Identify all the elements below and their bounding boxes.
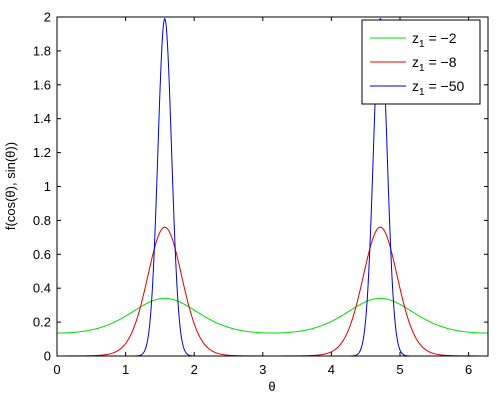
x-axis-title: θ <box>268 379 275 394</box>
y-axis-title: f(cos(θ), sin(θ)) <box>3 142 18 230</box>
legend-entry: z1 = −50 <box>412 78 464 98</box>
x-tick-label: 2 <box>191 362 198 377</box>
legend-entry-value: = −2 <box>425 30 457 46</box>
x-tick-label: 3 <box>259 362 266 377</box>
legend-entry-subscript: 1 <box>419 87 425 98</box>
y-tick-label: 2 <box>44 10 51 25</box>
legend-entry-value: = −50 <box>425 78 465 94</box>
y-tick-label: 1.2 <box>33 145 51 160</box>
y-tick-label: 0 <box>44 349 51 364</box>
x-tick-label: 5 <box>396 362 403 377</box>
ticks-layer: 0 1 2 3 4 5 6 0 0.2 0.4 0.6 0.8 1 1.2 1.4 1.6 1.8 2 <box>33 10 488 377</box>
x-tick-label: 0 <box>53 362 60 377</box>
y-tick-label: 0.4 <box>33 281 51 296</box>
x-tick-label: 1 <box>122 362 129 377</box>
y-tick-label: 1 <box>44 179 51 194</box>
series-line-0 <box>57 297 488 334</box>
legend-entry-subscript: 1 <box>419 63 425 74</box>
x-tick-label: 4 <box>328 362 335 377</box>
y-tick-label: 1.8 <box>33 43 51 58</box>
x-tick-label: 6 <box>465 362 472 377</box>
legend-entry: z1 = −2 <box>412 30 457 50</box>
y-tick-label: 0.2 <box>33 315 51 330</box>
legend: z1 = −2z1 = −8z1 = −50 <box>361 19 481 105</box>
y-tick-label: 0.6 <box>33 247 51 262</box>
y-tick-label: 0.8 <box>33 213 51 228</box>
legend-entry-name: z <box>412 30 419 46</box>
legend-entry-value: = −8 <box>425 54 457 70</box>
y-tick-label: 1.6 <box>33 77 51 92</box>
y-tick-label: 1.4 <box>33 111 51 126</box>
legend-entry: z1 = −8 <box>412 54 457 74</box>
legend-entry-name: z <box>412 54 419 70</box>
legend-entry-subscript: 1 <box>419 39 425 50</box>
legend-entry-name: z <box>412 78 419 94</box>
